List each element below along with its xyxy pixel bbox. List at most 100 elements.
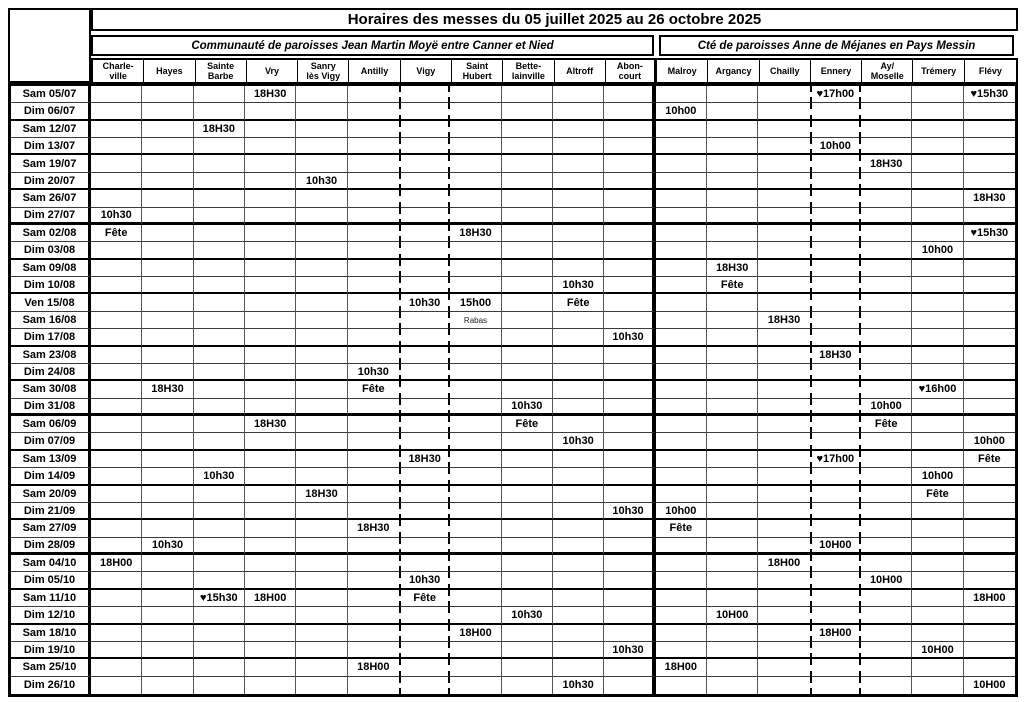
schedule-cell bbox=[552, 572, 605, 590]
schedule-cell bbox=[91, 485, 143, 503]
schedule-cell bbox=[296, 381, 348, 399]
schedule-cell bbox=[91, 468, 143, 486]
schedule-cell bbox=[244, 433, 297, 451]
schedule-cell: 18H30 bbox=[706, 259, 759, 278]
schedule-cell bbox=[758, 208, 810, 225]
schedule-cell bbox=[296, 607, 348, 625]
schedule-cell bbox=[193, 329, 245, 347]
community-header-left: Communauté de paroisses Jean Martin Moyë… bbox=[91, 35, 654, 56]
schedule-cell bbox=[963, 103, 1015, 121]
schedule-cell bbox=[963, 312, 1015, 330]
schedule-cell bbox=[963, 538, 1015, 556]
schedule-cell: 18H30 bbox=[244, 416, 297, 434]
schedule-cell bbox=[296, 311, 348, 330]
schedule-cell bbox=[398, 363, 451, 382]
schedule-cell bbox=[501, 641, 553, 660]
schedule-cell: 10h30 bbox=[552, 277, 605, 295]
schedule-cell bbox=[552, 416, 605, 434]
schedule-cell bbox=[758, 538, 810, 556]
schedule-cell bbox=[758, 399, 810, 417]
schedule-cell bbox=[963, 555, 1015, 573]
schedule-cell bbox=[91, 172, 143, 191]
column-header-sanry: Sanry lès Vigy bbox=[298, 60, 350, 82]
schedule-cell bbox=[758, 225, 810, 243]
schedule-cell bbox=[706, 329, 759, 347]
schedule-cell bbox=[296, 537, 348, 556]
schedule-cell bbox=[347, 416, 399, 434]
schedule-cell bbox=[91, 641, 143, 660]
schedule-cell bbox=[963, 572, 1015, 590]
schedule-cell: 18H00 bbox=[244, 589, 297, 608]
date-cell: Ven 15/08 bbox=[11, 294, 91, 312]
schedule-cell bbox=[501, 381, 553, 399]
schedule-cell bbox=[91, 329, 143, 347]
schedule-cell: ♥16h00 bbox=[912, 381, 964, 399]
schedule-cell bbox=[450, 242, 502, 260]
schedule-cell bbox=[552, 659, 605, 677]
schedule-cell bbox=[655, 86, 707, 104]
schedule-cell bbox=[809, 520, 861, 538]
schedule-cell bbox=[193, 381, 245, 399]
table-title: Horaires des messes du 05 juillet 2025 a… bbox=[91, 8, 1018, 31]
schedule-cell bbox=[655, 155, 707, 173]
schedule-cell bbox=[244, 450, 297, 469]
schedule-cell: 10h00 bbox=[912, 468, 964, 486]
schedule-cell bbox=[912, 259, 964, 278]
date-cell: Sam 18/10 bbox=[11, 624, 91, 642]
schedule-cell bbox=[963, 364, 1015, 382]
schedule-cell bbox=[655, 381, 707, 399]
schedule-cell bbox=[347, 399, 399, 417]
schedule-cell bbox=[706, 659, 759, 677]
schedule-cell bbox=[655, 277, 707, 295]
schedule-cell bbox=[193, 398, 245, 417]
schedule-cell bbox=[860, 277, 913, 295]
schedule-cell bbox=[347, 86, 399, 104]
schedule-cell bbox=[809, 607, 861, 625]
schedule-cell bbox=[963, 208, 1015, 225]
schedule-cell bbox=[296, 502, 348, 521]
schedule-cell bbox=[758, 190, 810, 208]
schedule-cell: 18H30 bbox=[450, 224, 502, 243]
schedule-cell bbox=[604, 224, 656, 243]
schedule-cell bbox=[604, 277, 656, 295]
schedule-cell: 10h30 bbox=[398, 294, 451, 312]
schedule-cell bbox=[347, 590, 399, 608]
schedule-cell: ♥17h00 bbox=[809, 450, 861, 469]
schedule-cell bbox=[244, 138, 297, 156]
schedule-cell bbox=[347, 642, 399, 660]
schedule-cell bbox=[706, 190, 759, 208]
schedule-cell bbox=[91, 259, 143, 278]
schedule-cell bbox=[142, 659, 194, 677]
schedule-cell bbox=[296, 86, 348, 104]
schedule-cell bbox=[963, 642, 1015, 660]
schedule-cell bbox=[912, 555, 964, 573]
schedule-cell bbox=[244, 485, 297, 503]
schedule-cell bbox=[450, 346, 502, 364]
schedule-cell bbox=[450, 138, 502, 156]
schedule-cell: 10h00 bbox=[860, 398, 913, 417]
schedule-cell bbox=[91, 363, 143, 382]
schedule-cell bbox=[296, 416, 348, 434]
column-header-flevy: Flévy bbox=[978, 65, 1002, 76]
schedule-cell bbox=[604, 363, 656, 382]
schedule-cell bbox=[758, 451, 810, 469]
schedule-cell: 18H00 bbox=[809, 624, 861, 642]
schedule-cell bbox=[347, 572, 399, 590]
column-header-altroff: Altroff bbox=[555, 60, 606, 82]
schedule-cell bbox=[501, 86, 553, 104]
schedule-cell bbox=[912, 659, 964, 677]
schedule-cell: 18H00 bbox=[347, 659, 399, 677]
schedule-cell bbox=[193, 242, 245, 260]
schedule-cell bbox=[706, 416, 759, 434]
schedule-cell bbox=[347, 277, 399, 295]
schedule-cell: 18H00 bbox=[758, 555, 810, 573]
schedule-cell bbox=[655, 416, 707, 434]
schedule-cell bbox=[398, 607, 451, 625]
schedule-cell bbox=[501, 450, 553, 469]
schedule-cell bbox=[552, 363, 605, 382]
schedule-cell bbox=[347, 155, 399, 173]
schedule-cell bbox=[860, 329, 913, 347]
schedule-cell bbox=[501, 224, 553, 243]
schedule-cell: Rabas bbox=[450, 311, 502, 330]
schedule-cell bbox=[809, 242, 861, 260]
